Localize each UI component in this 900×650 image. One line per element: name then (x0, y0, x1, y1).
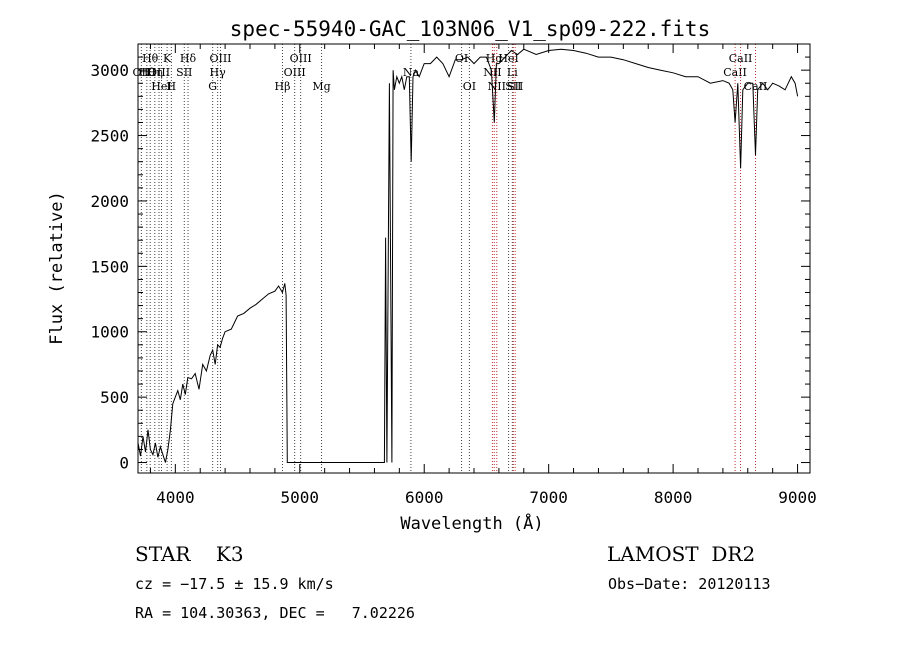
spectrum-line (137, 48, 799, 463)
y-tick-label: 2000 (90, 192, 129, 211)
spectral-line-label: Mg (312, 80, 330, 93)
spectral-line-label: OIII (209, 52, 231, 65)
spectral-line-label: CaII (723, 66, 747, 79)
spectral-line-label: OII (133, 66, 151, 79)
spectral-line-label: SII (176, 66, 192, 79)
y-tick-label: 1000 (90, 323, 129, 342)
y-tick-label: 3000 (90, 61, 129, 80)
spectral-line-label: HeI (498, 52, 518, 65)
spectral-line-label: OI (455, 52, 468, 65)
spectral-line-label: Na (403, 66, 420, 79)
spectral-line-label: NII (488, 80, 506, 93)
chart-title: spec-55940-GAC_103N06_V1_sp09-222.fits (230, 17, 710, 41)
spectral-line-label: SII (505, 80, 521, 93)
spectral-line-label: Hα (486, 52, 504, 65)
spectral-line-label: CaII (744, 80, 768, 93)
y-tick-label: 0 (119, 454, 129, 473)
spectral-line-label: Hδ (180, 52, 197, 65)
survey-name: LAMOST DR2 (607, 542, 756, 566)
spectral-line-label: H (167, 80, 177, 93)
y-axis-label: Flux (relative) (47, 191, 67, 345)
y-tick-label: 2500 (90, 127, 129, 146)
y-tick-label: 500 (100, 388, 129, 407)
x-tick-label: 9000 (778, 488, 817, 507)
spectral-line-label: CaII (729, 52, 753, 65)
x-tick-label: 8000 (654, 488, 693, 507)
y-tick-label: 1500 (90, 257, 129, 276)
spectral-line-label: Hθ (139, 66, 156, 79)
spectral-line-label: OIII (284, 66, 306, 79)
spectral-line-markers: OIIHθHθHηOIIIHeIKHSIIHδGHγOIIIHβOIIIOIII… (133, 44, 768, 473)
spectral-line-label: NII (483, 66, 501, 79)
spectral-line-label: OI (463, 80, 476, 93)
spectral-line-label: Li (507, 66, 518, 79)
spectral-line-label: Hη (147, 66, 163, 79)
spectral-line-label: Hγ (210, 66, 227, 79)
spectral-line-label: K (163, 52, 172, 65)
spectrum-series (137, 48, 799, 463)
redshift-cz: cz = −17.5 ± 15.9 km/s (135, 575, 334, 593)
spectral-line-label: G (208, 80, 217, 93)
spectral-line-label: Hβ (275, 80, 291, 93)
x-axis-label: Wavelength (Å) (400, 512, 543, 534)
x-tick-label: 6000 (405, 488, 444, 507)
x-tick-label: 7000 (529, 488, 568, 507)
ra-dec: RA = 104.30363, DEC = 7.02226 (135, 604, 415, 622)
plot-frame (137, 43, 811, 474)
spectral-line-label: SII (507, 80, 523, 93)
spectral-line-label: Hθ (142, 52, 159, 65)
obs-date: Obs−Date: 20120113 (608, 575, 771, 593)
object-class: STAR K3 (135, 542, 244, 566)
x-tick-label: 5000 (281, 488, 320, 507)
x-tick-label: 4000 (156, 488, 195, 507)
spectral-line-label: OIII (148, 66, 170, 79)
axis-ticks: 4000 5000 6000 7000 8000 9000 0 500 1000 1500 2000… (90, 44, 817, 507)
spectral-line-label: OIII (290, 52, 312, 65)
